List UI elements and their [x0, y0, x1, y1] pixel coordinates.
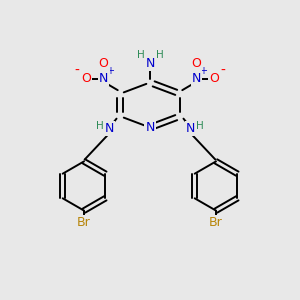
- Text: +: +: [199, 66, 207, 76]
- Text: +: +: [106, 66, 114, 76]
- Text: Br: Br: [77, 215, 91, 229]
- Text: N: N: [186, 122, 195, 135]
- Text: O: O: [99, 57, 109, 70]
- Text: H: H: [196, 121, 204, 131]
- Text: N: N: [105, 122, 114, 135]
- Text: O: O: [81, 72, 91, 85]
- Text: N: N: [145, 121, 155, 134]
- Text: O: O: [191, 57, 201, 70]
- Text: H: H: [96, 121, 104, 131]
- Text: N: N: [99, 72, 108, 85]
- Text: H: H: [136, 50, 144, 61]
- Text: N: N: [192, 72, 201, 85]
- Text: H: H: [156, 50, 164, 61]
- Text: O: O: [209, 72, 219, 85]
- Text: Br: Br: [209, 215, 223, 229]
- Text: -: -: [75, 64, 80, 78]
- Text: N: N: [145, 57, 155, 70]
- Text: -: -: [220, 64, 225, 78]
